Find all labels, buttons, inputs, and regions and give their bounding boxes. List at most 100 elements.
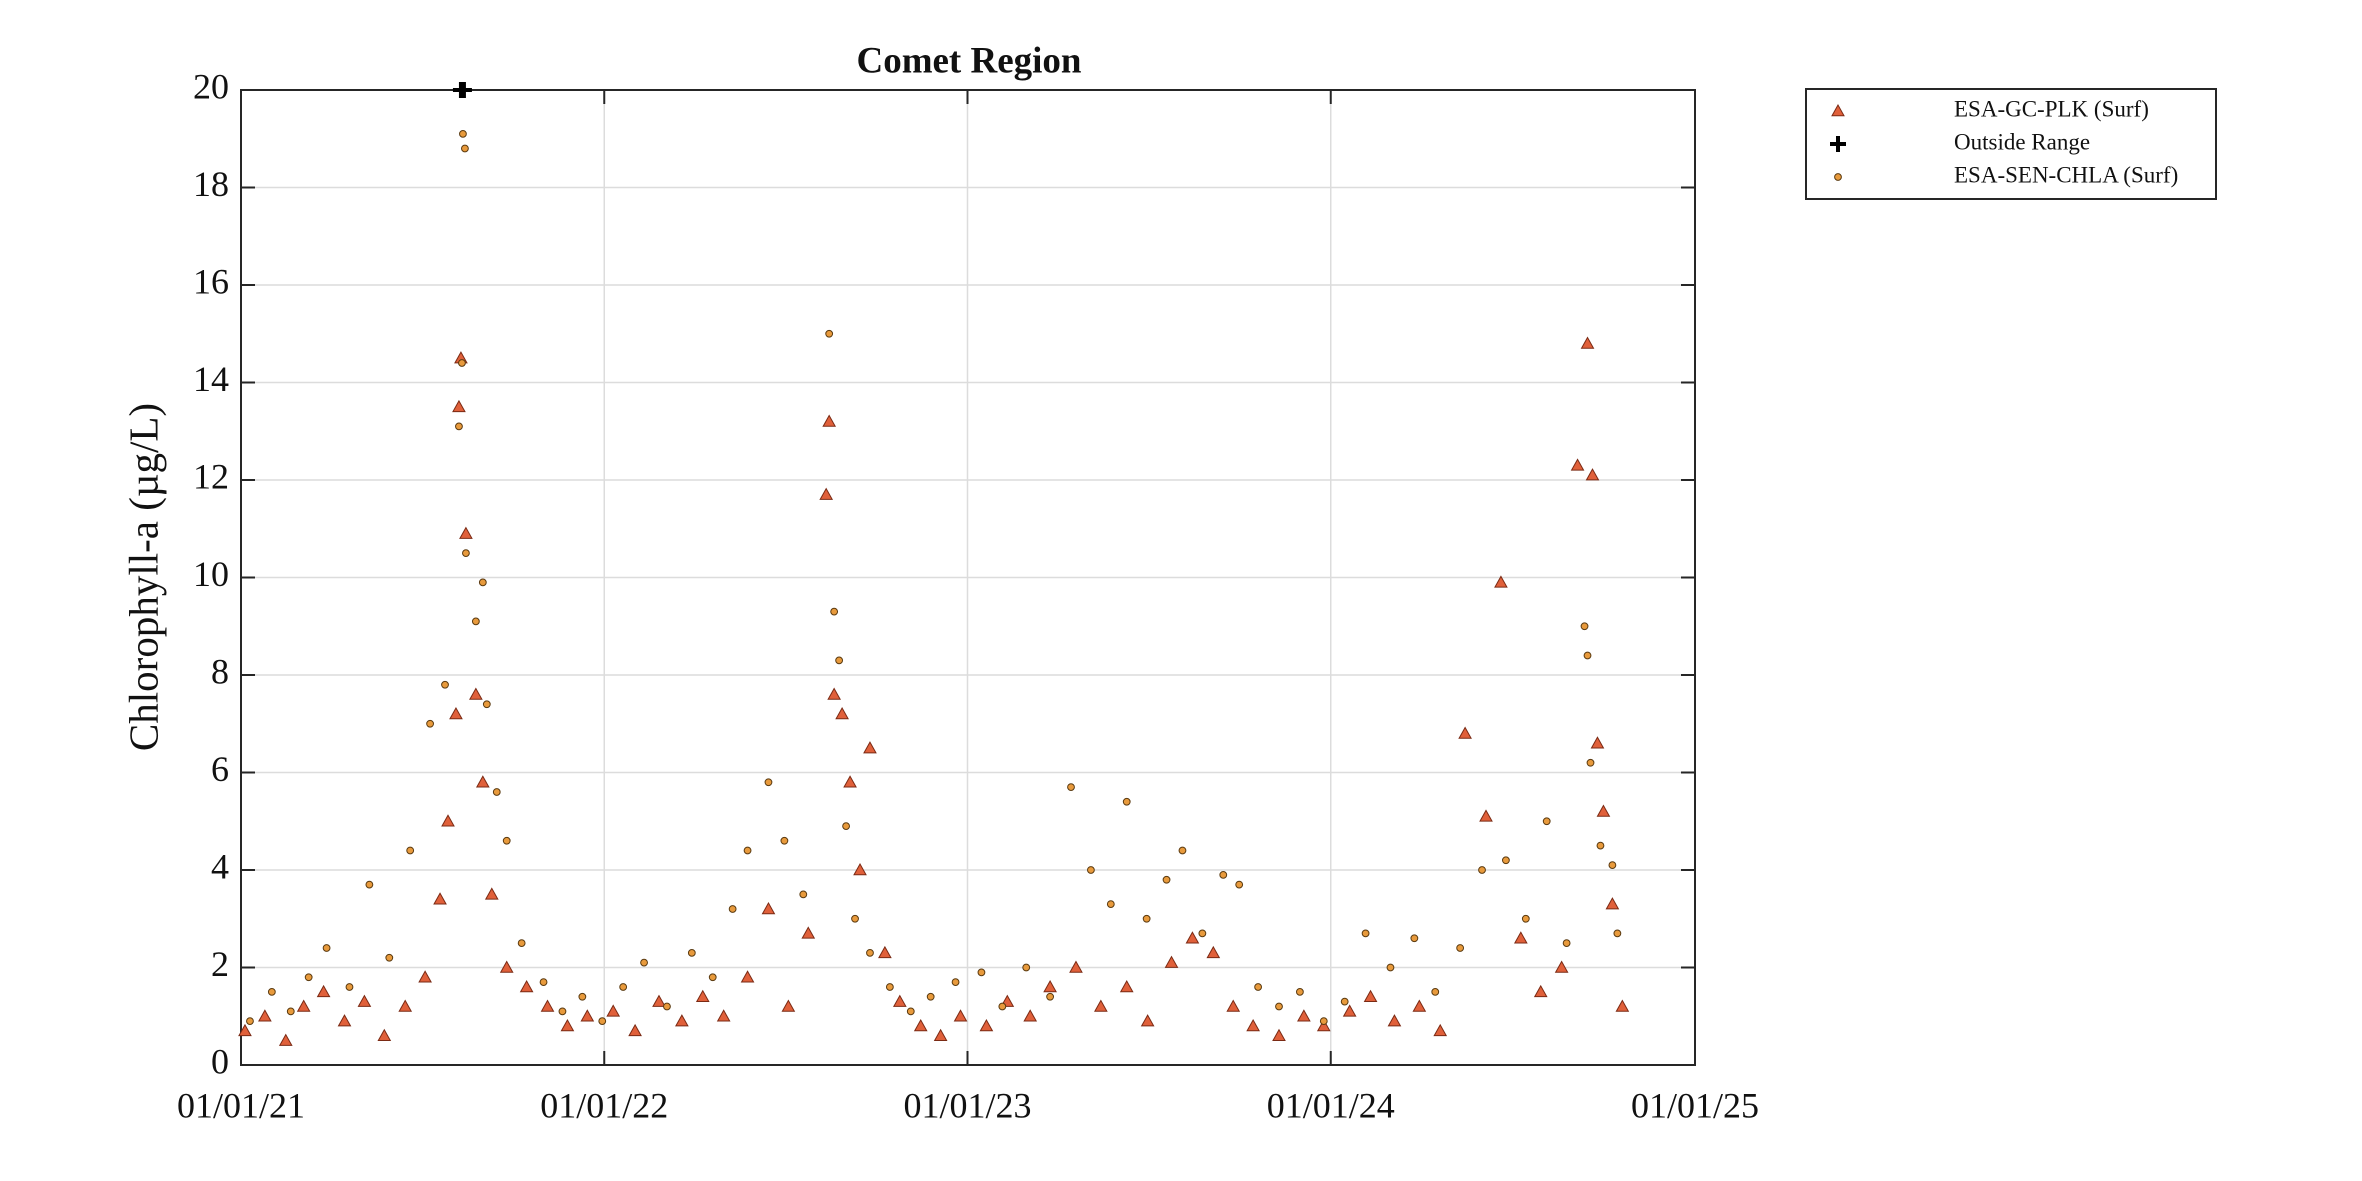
data-point bbox=[398, 999, 413, 1012]
data-point bbox=[1069, 960, 1083, 973]
data-point bbox=[1296, 987, 1304, 996]
data-point bbox=[1456, 944, 1465, 952]
data-point bbox=[1226, 999, 1241, 1012]
data-point bbox=[1094, 999, 1108, 1012]
data-point bbox=[1164, 955, 1179, 968]
data-point bbox=[296, 999, 311, 1012]
y-tick-label: 6 bbox=[211, 749, 229, 789]
data-point bbox=[1254, 983, 1263, 991]
data-point bbox=[885, 983, 894, 991]
data-point bbox=[1206, 945, 1221, 959]
data-point bbox=[558, 1007, 567, 1016]
data-point bbox=[695, 989, 710, 1003]
data-point bbox=[519, 979, 534, 993]
data-point bbox=[675, 1014, 689, 1027]
data-point bbox=[1235, 880, 1244, 889]
data-point bbox=[578, 992, 587, 1001]
data-point bbox=[469, 687, 483, 700]
data-point bbox=[619, 983, 628, 991]
legend-label: Outside Range bbox=[1954, 129, 2090, 154]
chart-title: Comet Region bbox=[856, 40, 1081, 81]
legend-marker bbox=[1831, 103, 1845, 117]
data-point bbox=[499, 960, 514, 973]
data-point bbox=[357, 994, 372, 1007]
data-point bbox=[1067, 783, 1075, 792]
data-point bbox=[1478, 866, 1486, 874]
data-point bbox=[1046, 992, 1055, 1001]
data-point bbox=[459, 129, 467, 138]
y-tick-label: 18 bbox=[193, 164, 229, 204]
data-point bbox=[458, 359, 466, 367]
data-point bbox=[471, 617, 480, 626]
data-point bbox=[322, 944, 331, 952]
data-point bbox=[764, 778, 773, 787]
data-point bbox=[1433, 1023, 1448, 1037]
data-point bbox=[286, 1007, 295, 1016]
data-point bbox=[502, 836, 511, 845]
data-point bbox=[1542, 817, 1551, 826]
data-point bbox=[539, 978, 548, 987]
data-point bbox=[455, 422, 463, 431]
data-point bbox=[337, 1014, 352, 1027]
data-point bbox=[267, 987, 276, 996]
x-tick-label: 01/01/24 bbox=[1267, 1085, 1395, 1125]
data-point bbox=[977, 968, 986, 977]
data-point bbox=[1386, 963, 1395, 972]
data-point bbox=[1608, 861, 1617, 870]
y-tick-label: 10 bbox=[193, 554, 229, 594]
data-point bbox=[1272, 1028, 1286, 1042]
y-tick-label: 16 bbox=[193, 261, 229, 301]
data-point bbox=[418, 970, 432, 983]
data-point bbox=[799, 890, 808, 899]
y-tick-label: 2 bbox=[211, 944, 229, 984]
data-point bbox=[951, 978, 960, 987]
data-point bbox=[1043, 979, 1057, 993]
data-point bbox=[1122, 797, 1131, 806]
data-point bbox=[433, 892, 447, 905]
data-point bbox=[606, 1004, 621, 1017]
data-point bbox=[449, 706, 463, 720]
data-point bbox=[258, 1009, 272, 1022]
data-point bbox=[1140, 1014, 1155, 1027]
y-tick-label: 20 bbox=[193, 66, 229, 106]
data-point bbox=[1412, 999, 1427, 1012]
data-point bbox=[842, 822, 850, 831]
data-point bbox=[484, 887, 499, 900]
data-point bbox=[716, 1009, 731, 1022]
legend-marker bbox=[1834, 173, 1842, 181]
data-point bbox=[853, 862, 867, 876]
data-point bbox=[728, 905, 737, 913]
data-point bbox=[1316, 1018, 1331, 1032]
data-point bbox=[835, 706, 849, 720]
data-point bbox=[1087, 866, 1095, 874]
data-point bbox=[1596, 841, 1605, 850]
y-tick-label: 12 bbox=[193, 456, 229, 496]
data-point bbox=[1502, 856, 1510, 865]
data-point bbox=[452, 399, 466, 413]
data-point bbox=[1494, 575, 1508, 588]
data-point bbox=[426, 719, 434, 728]
data-point bbox=[478, 578, 487, 587]
data-point bbox=[1178, 846, 1187, 855]
data-point bbox=[1162, 875, 1171, 884]
data-point bbox=[1585, 468, 1600, 481]
plot-frame bbox=[240, 89, 1696, 1066]
data-point bbox=[998, 1002, 1007, 1011]
data-point bbox=[892, 994, 907, 1007]
data-point bbox=[913, 1018, 928, 1032]
data-point bbox=[663, 1002, 671, 1011]
data-point bbox=[492, 788, 501, 796]
data-point bbox=[1106, 900, 1115, 909]
data-point bbox=[851, 914, 859, 923]
data-point bbox=[1580, 336, 1595, 349]
data-point bbox=[1596, 804, 1611, 817]
data-point bbox=[926, 992, 935, 1001]
data-point bbox=[1246, 1018, 1260, 1032]
data-point bbox=[1513, 931, 1528, 944]
data-point bbox=[906, 1007, 915, 1016]
data-point bbox=[1275, 1002, 1283, 1011]
data-point bbox=[278, 1033, 293, 1046]
data-point bbox=[878, 945, 892, 959]
data-point bbox=[819, 487, 834, 500]
